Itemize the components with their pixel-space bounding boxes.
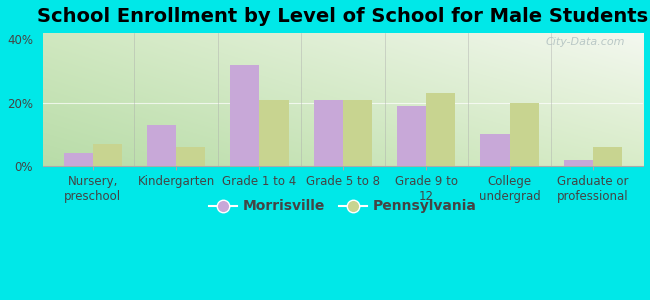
Legend: Morrisville, Pennsylvania: Morrisville, Pennsylvania (204, 194, 482, 219)
Bar (259, 100, 289, 166)
Bar (397, 106, 426, 166)
Bar (64, 153, 93, 166)
Bar (480, 134, 510, 166)
Bar (510, 103, 539, 166)
Text: City-Data.com: City-Data.com (545, 37, 625, 47)
Bar (426, 93, 456, 166)
Bar (314, 100, 343, 166)
Bar (176, 147, 205, 166)
Bar (147, 125, 176, 166)
Bar (230, 65, 259, 166)
Bar (564, 160, 593, 166)
Bar (343, 100, 372, 166)
Bar (93, 144, 122, 166)
Bar (593, 147, 622, 166)
Title: School Enrollment by Level of School for Male Students: School Enrollment by Level of School for… (37, 7, 649, 26)
